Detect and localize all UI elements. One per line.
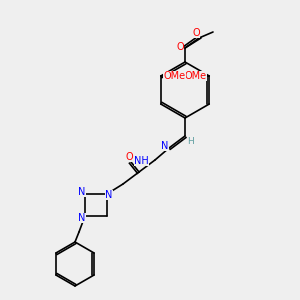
Text: N: N — [161, 141, 169, 151]
Text: N: N — [78, 213, 86, 223]
Text: O: O — [125, 152, 133, 162]
Text: OMe: OMe — [163, 71, 185, 81]
Text: H: H — [188, 136, 194, 146]
Text: OMe: OMe — [185, 71, 207, 81]
Text: O: O — [176, 42, 184, 52]
Text: NH: NH — [134, 156, 149, 166]
Text: N: N — [78, 187, 86, 197]
Text: O: O — [192, 28, 200, 38]
Text: N: N — [105, 190, 113, 200]
